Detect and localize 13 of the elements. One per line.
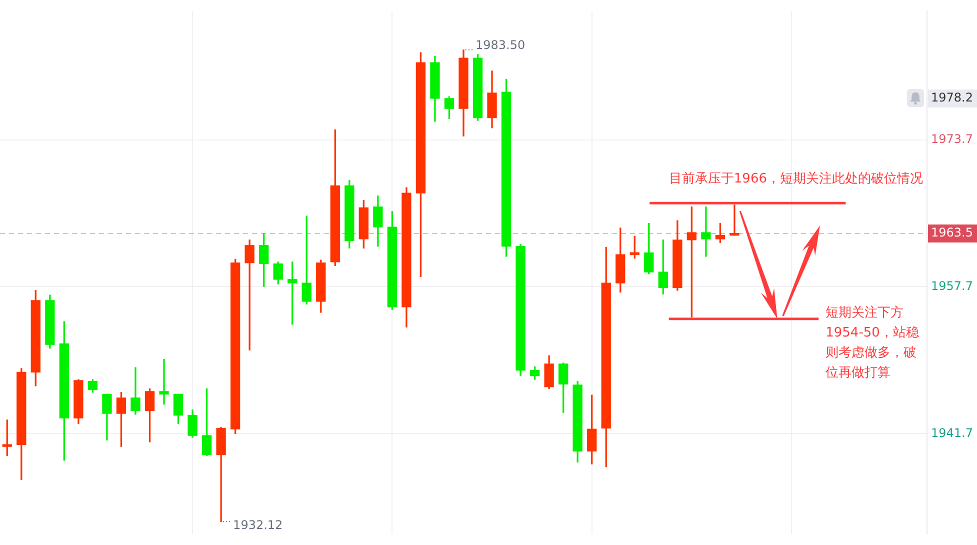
candlestick bbox=[701, 206, 711, 257]
candlestick bbox=[159, 358, 169, 405]
ref-line-label: 1963.5 bbox=[931, 226, 973, 240]
y-tick-label: 1973.7 bbox=[931, 132, 973, 146]
ref-line-label: 短期关注下方1954-50，站稳则考虑做多，破位再做打算 bbox=[826, 304, 919, 380]
annotation: 1932.12 bbox=[233, 518, 283, 532]
annotation: 1983.50 bbox=[476, 38, 526, 52]
candlestick bbox=[730, 204, 740, 236]
text: 1978.2 bbox=[931, 90, 973, 105]
y-tick-label: 1941.7 bbox=[931, 426, 973, 440]
ref-line-label: 目前承压于1966，短期关注此处的破位情况 bbox=[668, 172, 924, 187]
y-tick-label: 1957.7 bbox=[931, 278, 973, 293]
candlestick bbox=[244, 240, 254, 350]
